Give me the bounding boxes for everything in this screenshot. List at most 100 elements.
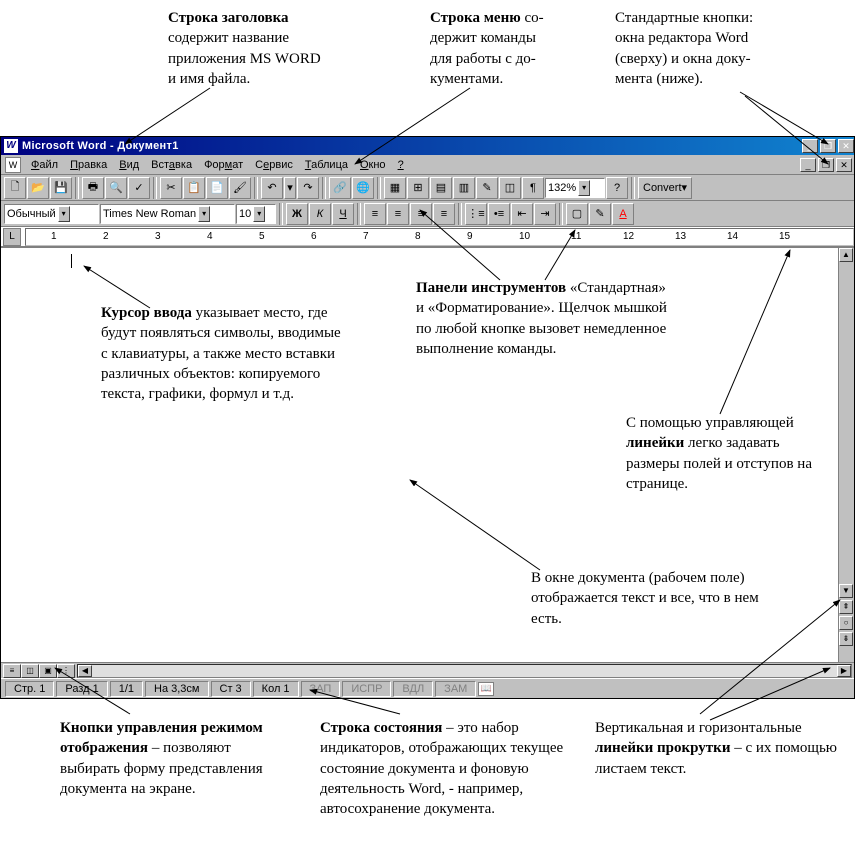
menu-view[interactable]: Вид [113,157,145,173]
copy-button[interactable]: 📋 [183,177,205,199]
align-center-button[interactable]: ≡ [387,203,409,225]
bullets-button[interactable]: •≡ [488,203,510,225]
menu-table[interactable]: Таблица [299,157,354,173]
menu-insert[interactable]: Вставка [145,157,198,173]
ruler-tick: 4 [207,231,213,242]
close-button[interactable]: ✕ [838,139,854,153]
normal-view-button[interactable]: ≡ [3,664,21,678]
docmap-button[interactable]: ◫ [499,177,521,199]
document-area[interactable]: ▲ ▼ ⇞ ○ ⇟ Курсор ввода указывает место, … [1,247,854,662]
ruler-tick: 14 [727,231,738,242]
excel-button[interactable]: ▤ [430,177,452,199]
bold-button[interactable]: Ж [286,203,308,225]
undo-button[interactable]: ↶ [261,177,283,199]
ruler-tick: 2 [103,231,109,242]
align-left-button[interactable]: ≡ [364,203,386,225]
page-view-button[interactable]: ▣ [39,664,57,678]
doc-close-button[interactable]: ✕ [836,158,852,172]
open-button[interactable]: 📂 [27,177,49,199]
app-icon: W [4,139,18,153]
style-combo[interactable]: Обычный▾ [4,204,99,224]
ruler-tick: 15 [779,231,790,242]
format-painter-button[interactable]: 🖌 [229,177,251,199]
status-ovr: ЗАМ [435,681,476,697]
scroll-left-button[interactable]: ◀ [78,665,92,677]
annot-menubar: Строка меню со-держит командыдля работы … [430,8,600,89]
doc-minimize-button[interactable]: _ [800,158,816,172]
ruler-tick: 13 [675,231,686,242]
minimize-button[interactable]: _ [802,139,818,153]
showpara-button[interactable]: ¶ [522,177,544,199]
annot-viewbtns: Кнопки управления режимом отображения – … [60,718,290,799]
fontcolor-button[interactable]: A [612,203,634,225]
ruler: L 123456789101112131415 [1,227,854,247]
status-ext: ВДЛ [393,681,433,697]
window-buttons: _ ❐ ✕ [800,139,854,153]
annot-docarea: В окне документа (рабочем поле) отобража… [531,568,761,629]
preview-button[interactable]: 🔍 [105,177,127,199]
font-combo[interactable]: Times New Roman▾ [100,204,235,224]
justify-button[interactable]: ≡ [433,203,455,225]
tab-selector[interactable]: L [3,228,21,246]
menu-file[interactable]: Файл [25,157,64,173]
ruler-tick: 8 [415,231,421,242]
insert-table-button[interactable]: ⊞ [407,177,429,199]
vertical-scrollbar[interactable]: ▲ ▼ ⇞ ○ ⇟ [838,248,854,662]
doc-control-icon[interactable]: W [5,157,21,173]
word-window: W Microsoft Word - Документ1 _ ❐ ✕ W Фай… [0,136,855,699]
redo-button[interactable]: ↷ [297,177,319,199]
outline-view-button[interactable]: ⋮ [57,664,75,678]
numbering-button[interactable]: ⋮≡ [465,203,487,225]
indent-button[interactable]: ⇥ [534,203,556,225]
online-view-button[interactable]: ◫ [21,664,39,678]
borders-button[interactable]: ▢ [566,203,588,225]
spellcheck-button[interactable]: ✓ [128,177,150,199]
outdent-button[interactable]: ⇤ [511,203,533,225]
status-rec: ЗАП [301,681,341,697]
underline-button[interactable]: Ч [332,203,354,225]
scroll-up-button[interactable]: ▲ [839,248,853,262]
new-button[interactable]: 🗋 [4,177,26,199]
horizontal-scrollbar[interactable]: ◀ ▶ [77,664,852,678]
scroll-down-button[interactable]: ▼ [839,584,853,598]
next-page-button[interactable]: ⇟ [839,632,853,646]
highlight-button[interactable]: ✎ [589,203,611,225]
italic-button[interactable]: К [309,203,331,225]
annot-ruler: С помощью управляющей линейки легко зада… [626,413,836,494]
convert-button[interactable]: Convert ▾ [638,177,692,199]
cut-button[interactable]: ✂ [160,177,182,199]
menu-window[interactable]: Окно [354,157,392,173]
status-trk: ИСПР [342,681,391,697]
tables-button[interactable]: ▦ [384,177,406,199]
undo-dropdown[interactable]: ▾ [284,177,296,199]
doc-restore-button[interactable]: ❐ [818,158,834,172]
prev-page-button[interactable]: ⇞ [839,600,853,614]
ruler-tick: 6 [311,231,317,242]
menu-help[interactable]: ? [392,157,410,173]
toolbar-formatting: Обычный▾ Times New Roman▾ 10▾ Ж К Ч ≡ ≡ … [1,201,854,227]
print-button[interactable]: 🖶 [82,177,104,199]
spellcheck-status-icon[interactable]: 📖 [478,682,494,696]
menu-format[interactable]: Формат [198,157,249,173]
menu-tools[interactable]: Сервис [249,157,299,173]
status-page: Стр. 1 [5,681,54,697]
scroll-right-button[interactable]: ▶ [837,665,851,677]
web-toolbar-button[interactable]: 🌐 [352,177,374,199]
paste-button[interactable]: 📄 [206,177,228,199]
menu-edit[interactable]: Правка [64,157,113,173]
ruler-track[interactable]: 123456789101112131415 [25,228,854,246]
ruler-tick: 12 [623,231,634,242]
drawing-button[interactable]: ✎ [476,177,498,199]
columns-button[interactable]: ▥ [453,177,475,199]
ruler-tick: 1 [51,231,57,242]
zoom-combo[interactable]: 132%▾ [545,178,605,198]
align-right-button[interactable]: ≡ [410,203,432,225]
help-button[interactable]: ? [606,177,628,199]
ruler-tick: 11 [571,231,581,242]
maximize-button[interactable]: ❐ [820,139,836,153]
hyperlink-button[interactable]: 🔗 [329,177,351,199]
browse-object-button[interactable]: ○ [839,616,853,630]
titlebar: W Microsoft Word - Документ1 _ ❐ ✕ [1,137,854,155]
save-button[interactable]: 💾 [50,177,72,199]
size-combo[interactable]: 10▾ [236,204,276,224]
